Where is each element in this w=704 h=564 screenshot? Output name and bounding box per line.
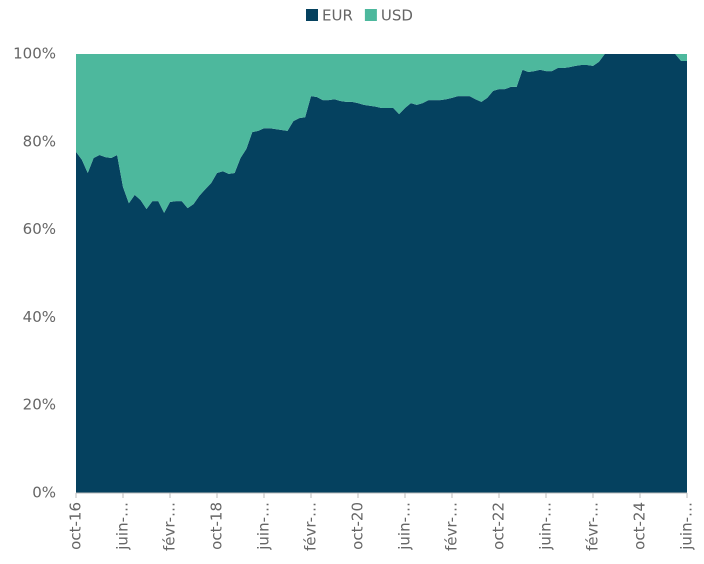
legend-label: EUR <box>322 7 353 25</box>
x-tick-label: oct-18 <box>208 502 226 550</box>
legend-item: EUR <box>306 7 353 25</box>
legend-swatch <box>306 9 318 21</box>
y-tick-label: 100% <box>13 45 56 63</box>
y-tick-label: 20% <box>23 396 56 414</box>
x-tick-label: juin-… <box>537 502 555 551</box>
x-tick-label: oct-16 <box>67 502 85 550</box>
area <box>76 54 687 213</box>
x-tick-label: févr-… <box>161 502 179 551</box>
area <box>76 54 687 493</box>
x-tick-label: juin-… <box>114 502 132 551</box>
y-tick-label: 40% <box>23 308 56 326</box>
x-tick-label: juin-… <box>396 502 414 551</box>
x-tick-label: févr-… <box>584 502 602 551</box>
legend-label: USD <box>381 7 413 25</box>
y-tick-label: 80% <box>23 132 56 150</box>
x-tick-label: juin-… <box>255 502 273 551</box>
x-tick-label: juin-… <box>678 502 696 551</box>
x-tick-label: févr-… <box>302 502 320 551</box>
y-tick-label: 60% <box>23 220 56 238</box>
x-tick-label: oct-22 <box>490 502 508 550</box>
legend-item: USD <box>364 7 413 25</box>
x-tick-label: oct-20 <box>349 502 367 550</box>
x-tick-label: févr-… <box>443 502 461 551</box>
x-tick-label: oct-24 <box>631 502 649 550</box>
legend-swatch <box>364 9 377 21</box>
y-tick-label: 0% <box>32 484 56 502</box>
